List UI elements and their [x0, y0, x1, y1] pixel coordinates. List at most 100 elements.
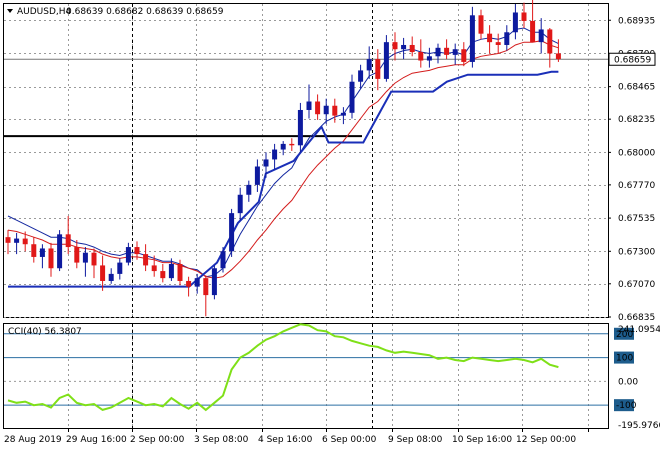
candle-body	[401, 44, 407, 50]
candle-body	[203, 278, 209, 296]
candle-body	[512, 12, 518, 33]
ma-red-line	[7, 40, 559, 279]
moving-averages	[7, 27, 559, 288]
dropdown-arrow-icon[interactable]	[7, 9, 13, 13]
candle-body	[392, 42, 398, 50]
cci-level-label: 100	[616, 354, 633, 364]
price-tick-label: 0.68935	[618, 16, 655, 26]
price-tick-label: 0.67535	[618, 214, 655, 224]
candle-body	[74, 247, 80, 263]
candle-body	[340, 112, 346, 116]
candle-body	[349, 81, 355, 113]
price-tick-label: 0.68000	[618, 148, 655, 158]
time-tick-label: 28 Aug 2019	[4, 435, 62, 445]
candle-body	[246, 184, 252, 195]
candle-body	[22, 238, 28, 245]
current-price-label: 0.68659	[614, 55, 651, 65]
candle-body	[14, 238, 20, 243]
time-tick-label: 9 Sep 08:00	[388, 435, 443, 445]
candle-body	[220, 251, 226, 269]
cci-max-label: 241.0954	[618, 325, 660, 335]
candle-body	[332, 105, 338, 116]
candle-body	[530, 20, 536, 43]
candle-body	[469, 15, 475, 62]
candle-body	[366, 59, 372, 71]
candle-body	[555, 53, 561, 60]
candle-body	[358, 70, 364, 82]
candle-body	[31, 244, 37, 257]
price-tick-label: 0.67070	[618, 280, 655, 290]
candle-body	[495, 42, 501, 45]
time-tick-label: 2 Sep 00:00	[130, 435, 185, 445]
candle-body	[194, 278, 200, 287]
time-tick-label: 3 Sep 08:00	[194, 435, 249, 445]
candle-body	[289, 143, 295, 146]
price-tick-label: 0.67300	[618, 247, 655, 257]
candle-body	[409, 44, 415, 53]
candle-body	[39, 248, 45, 257]
candle-body	[521, 12, 527, 21]
candle-body	[504, 32, 510, 45]
cci-level-tag	[614, 399, 634, 412]
price-tick-label: 0.67770	[618, 181, 655, 191]
trailing-stop-line	[8, 70, 559, 288]
cci-level-lines	[4, 333, 608, 406]
candle-body	[280, 143, 286, 150]
candles	[5, 0, 561, 317]
candle-body	[117, 262, 123, 274]
candle-body	[375, 59, 381, 79]
candle-body	[444, 47, 450, 55]
candle-body	[478, 15, 484, 34]
cci-axis: 200 100 0.00 -100 241.0954 -195.9766	[614, 325, 660, 431]
ma-blue-line	[7, 27, 559, 278]
cci-level-label: -100	[616, 401, 637, 411]
candle-body	[315, 101, 321, 115]
cci-level-label: 200	[616, 330, 633, 340]
grid-lines	[4, 4, 608, 428]
candle-body	[461, 49, 467, 62]
candle-body	[547, 29, 553, 54]
candle-body	[134, 247, 140, 255]
candle-body	[323, 105, 329, 115]
candle-body	[452, 49, 458, 55]
price-tick-label: 0.66835	[618, 313, 655, 323]
cci-level-tag	[614, 327, 634, 340]
time-axis: 28 Aug 2019 29 Aug 16:00 2 Sep 00:00 3 Sep …	[4, 428, 589, 445]
candle-body	[160, 271, 166, 279]
time-tick-label: 29 Aug 16:00	[66, 435, 127, 445]
candle-body	[151, 265, 157, 272]
candle-body	[418, 52, 424, 61]
price-tick-label: 0.68235	[618, 115, 655, 125]
candle-body	[57, 234, 63, 269]
cci-level-label: 0.00	[618, 377, 638, 387]
time-tick-label: 4 Sep 16:00	[258, 435, 313, 445]
candle-body	[211, 268, 217, 296]
candle-body	[5, 237, 11, 243]
time-tick-label: 12 Sep 00:00	[516, 435, 576, 445]
cci-indicator	[7, 323, 559, 412]
candle-body	[82, 252, 88, 263]
cci-level-tag	[614, 351, 634, 364]
candle-body	[306, 101, 312, 110]
current-price-tag	[608, 52, 656, 66]
time-tick-label: 6 Sep 00:00	[322, 435, 377, 445]
candle-body	[177, 264, 183, 281]
candle-body	[91, 252, 97, 266]
candle-body	[125, 247, 131, 263]
candle-body	[487, 33, 493, 43]
ohlc-values: 0.68639 0.68682 0.68639 0.68659	[66, 7, 224, 17]
candle-body	[108, 273, 114, 281]
cci-min-label: -195.9766	[618, 421, 660, 431]
candle-body	[426, 56, 432, 61]
price-tick-label: 0.68465	[618, 83, 655, 93]
candle-body	[48, 248, 54, 269]
cci-line	[7, 323, 559, 412]
candle-body	[65, 234, 71, 248]
horizontal-line[interactable]	[4, 58, 608, 138]
candle-body	[263, 159, 269, 167]
symbol-label: AUDUSD,H4	[17, 7, 72, 17]
candle-body	[237, 194, 243, 214]
candle-body	[254, 166, 260, 185]
candle-body	[435, 47, 441, 57]
